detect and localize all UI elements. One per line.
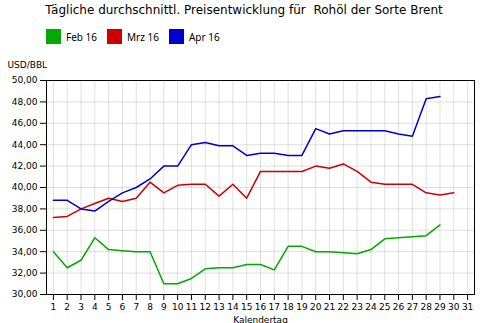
svg-text:32,00: 32,00 (12, 268, 38, 278)
svg-text:7: 7 (133, 302, 139, 312)
svg-text:14: 14 (227, 302, 239, 312)
svg-text:27: 27 (407, 302, 418, 312)
svg-text:30: 30 (448, 302, 460, 312)
svg-text:16: 16 (255, 302, 267, 312)
svg-text:6: 6 (120, 302, 126, 312)
svg-text:17: 17 (269, 302, 280, 312)
svg-text:8: 8 (147, 302, 153, 312)
svg-text:USD/BBL: USD/BBL (8, 60, 48, 70)
svg-text:13: 13 (213, 302, 224, 312)
svg-text:42,00: 42,00 (12, 161, 38, 171)
svg-text:21: 21 (324, 302, 335, 312)
html-text:Mrz 16: Mrz 16 (127, 29, 159, 44)
svg-text:24: 24 (365, 302, 377, 312)
svg-text:12: 12 (200, 302, 211, 312)
svg-text:10: 10 (172, 302, 184, 312)
svg-text:40,00: 40,00 (12, 182, 38, 192)
html-text:Apr 16: Apr 16 (189, 29, 220, 44)
svg-text:30,00: 30,00 (12, 289, 38, 299)
svg-text:20: 20 (310, 302, 322, 312)
html-text:Feb 16: Feb 16 (66, 29, 97, 44)
svg-text:25: 25 (379, 302, 390, 312)
svg-text:28: 28 (420, 302, 432, 312)
svg-text:1: 1 (51, 302, 57, 312)
html-text:Tägliche durchschnittl. Preise: Tägliche durchschnittl. Preisentwicklung… (45, 3, 443, 17)
svg-text:19: 19 (296, 302, 308, 312)
svg-text:Kalendertag: Kalendertag (233, 315, 288, 323)
svg-text:11: 11 (186, 302, 197, 312)
svg-text:5: 5 (106, 302, 112, 312)
svg-text:2: 2 (64, 302, 70, 312)
svg-text:31: 31 (462, 302, 473, 312)
svg-text:26: 26 (393, 302, 405, 312)
svg-text:34,00: 34,00 (12, 247, 38, 257)
svg-text:38,00: 38,00 (12, 204, 38, 214)
svg-text:44,00: 44,00 (12, 140, 38, 150)
svg-text:22: 22 (338, 302, 349, 312)
svg-text:4: 4 (92, 302, 98, 312)
svg-text:29: 29 (434, 302, 446, 312)
svg-text:23: 23 (351, 302, 362, 312)
svg-text:3: 3 (78, 302, 84, 312)
svg-text:9: 9 (161, 302, 167, 312)
svg-text:15: 15 (241, 302, 252, 312)
svg-text:36,00: 36,00 (12, 225, 38, 235)
svg-text:46,00: 46,00 (12, 118, 38, 128)
svg-text:18: 18 (282, 302, 294, 312)
svg-text:50,00: 50,00 (12, 75, 38, 85)
svg-text:48,00: 48,00 (12, 97, 38, 107)
